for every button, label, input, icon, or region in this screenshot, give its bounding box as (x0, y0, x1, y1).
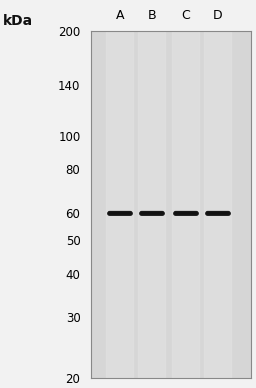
Bar (204, 31, 231, 378)
Bar (138, 31, 165, 378)
Bar (172, 31, 199, 378)
Text: kDa: kDa (3, 14, 33, 28)
Bar (106, 31, 133, 378)
